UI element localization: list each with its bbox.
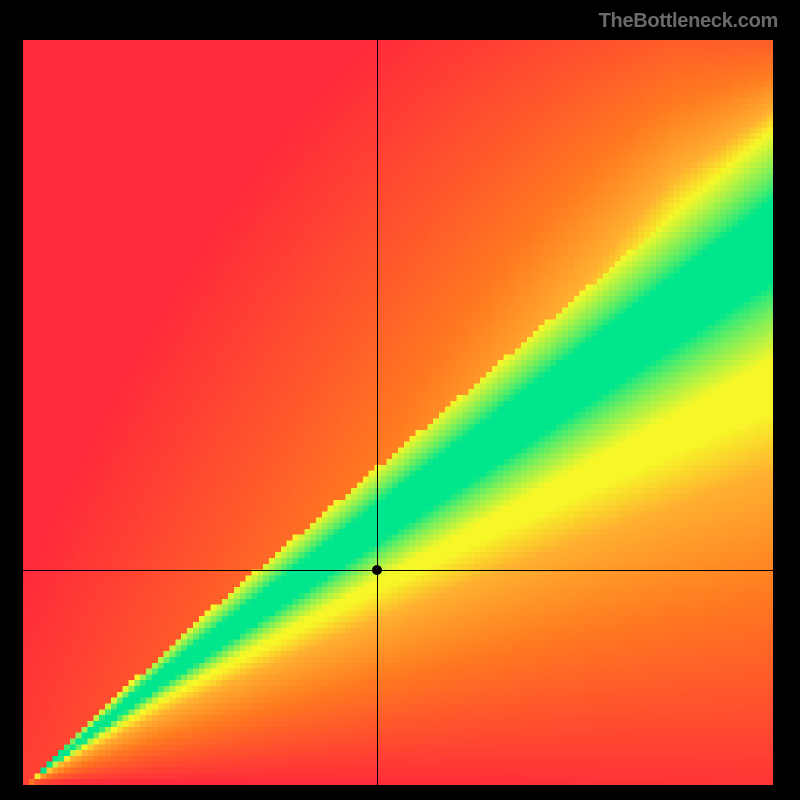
crosshair-vertical — [377, 40, 378, 785]
crosshair-horizontal — [23, 570, 773, 571]
marker-dot — [372, 565, 382, 575]
plot-area — [23, 40, 773, 785]
heatmap-canvas — [23, 40, 773, 785]
watermark-text: TheBottleneck.com — [599, 10, 778, 33]
chart-container: TheBottleneck.com — [0, 0, 800, 800]
